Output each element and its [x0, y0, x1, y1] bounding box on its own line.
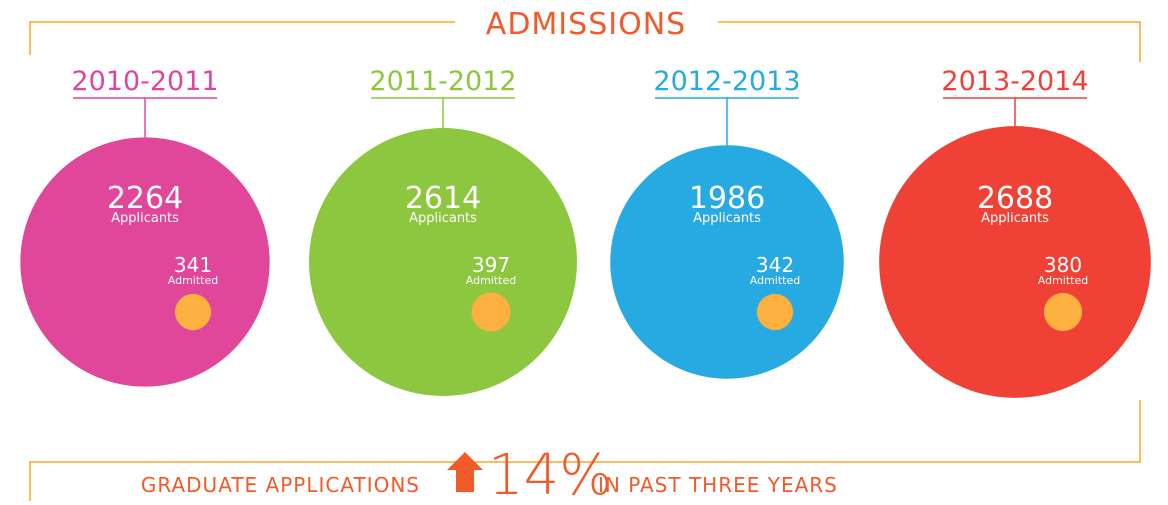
frame-line [29, 400, 1141, 501]
applicants-label: Applicants [111, 211, 179, 226]
year-label: 2012-2013 [653, 66, 800, 97]
frame-line [29, 21, 455, 55]
admitted-value: 397 [472, 253, 510, 277]
admitted-bubble [756, 293, 794, 331]
admitted-label: Admitted [168, 274, 218, 287]
applicants-value: 1986 [689, 181, 765, 216]
applicants-bubble [309, 128, 577, 396]
applicants-label: Applicants [409, 211, 477, 226]
admitted-value: 380 [1044, 253, 1082, 277]
frame-line [718, 21, 1141, 62]
admitted-bubble [174, 293, 212, 331]
applicants-value: 2688 [977, 181, 1053, 216]
admitted-bubble [1043, 292, 1083, 332]
applicants-bubble [20, 137, 270, 387]
frame [29, 21, 1141, 501]
applicants-value: 2264 [107, 181, 183, 216]
applicants-value: 2614 [405, 181, 481, 216]
admitted-bubble [471, 292, 511, 332]
admitted-label: Admitted [750, 274, 800, 287]
applicants-label: Applicants [693, 211, 761, 226]
year-label: 2013-2014 [941, 66, 1088, 97]
admitted-label: Admitted [466, 274, 516, 287]
admitted-label: Admitted [1038, 274, 1088, 287]
applicants-label: Applicants [981, 211, 1049, 226]
chart-title: ADMISSIONS [486, 7, 686, 42]
up-arrow [447, 452, 483, 492]
admitted-value: 342 [756, 253, 794, 277]
year-label: 2010-2011 [71, 66, 218, 97]
footer-value: 14% [488, 443, 612, 501]
footer-prefix: GRADUATE APPLICATIONS [141, 473, 420, 497]
applicants-bubble [879, 126, 1151, 398]
footer-suffix: IN PAST THREE YEARS [598, 473, 838, 497]
year-label: 2011-2012 [369, 66, 516, 97]
admitted-value: 341 [174, 253, 212, 277]
